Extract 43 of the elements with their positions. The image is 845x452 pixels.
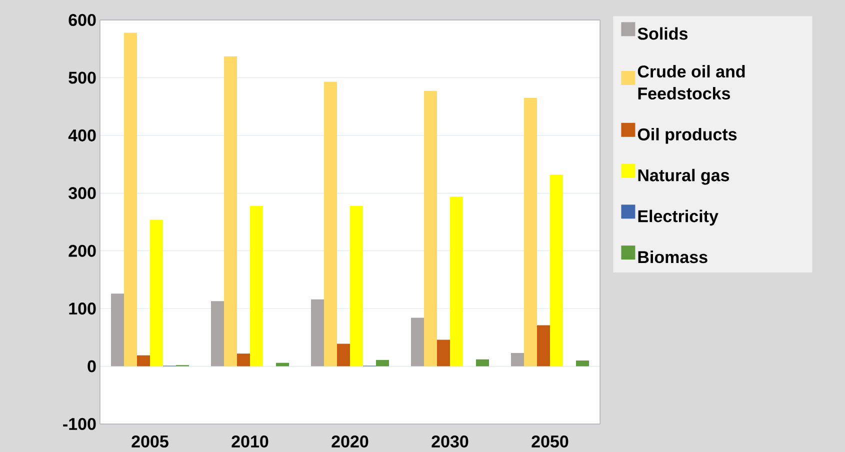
legend-label: Solids (638, 27, 688, 40)
legend-label: Oil products (638, 128, 737, 144)
bar (150, 220, 163, 366)
legend-label: Natural gas (638, 168, 730, 185)
legend-label: Biomass (638, 250, 708, 264)
y-tick-label: 200 (68, 244, 96, 257)
legend-label: Crude oil and Feedstocks (638, 65, 745, 100)
bar (124, 32, 137, 366)
bar (576, 360, 590, 366)
bar (276, 362, 289, 366)
bar (324, 82, 337, 366)
bar (311, 299, 324, 366)
y-tick-label: 100 (69, 302, 96, 315)
bar (550, 174, 563, 366)
bar (511, 353, 524, 366)
bar (237, 354, 250, 366)
bar (111, 294, 124, 366)
x-tick-label: 2010 (232, 436, 268, 448)
y-tick-label: 500 (68, 72, 96, 84)
x-tick-label: 2020 (332, 436, 368, 448)
y-tick-label: 600 (68, 14, 96, 26)
bar (137, 355, 150, 366)
bar (437, 340, 450, 366)
bar (250, 206, 263, 366)
bar (337, 344, 350, 366)
x-tick-label: 2005 (132, 436, 168, 448)
y-tick-label: -100 (63, 418, 96, 430)
y-tick-label: 400 (68, 129, 96, 142)
bar (224, 56, 237, 366)
x-tick-label: 2030 (432, 436, 468, 448)
bar (350, 206, 363, 366)
bar (424, 90, 437, 366)
bar (376, 360, 389, 366)
bar (476, 359, 489, 366)
y-tick-label: 300 (68, 187, 96, 200)
bar (524, 98, 537, 366)
legend-label: Electricity (638, 210, 718, 226)
bar (411, 318, 424, 366)
bar (537, 325, 550, 366)
bar (450, 196, 463, 366)
x-tick-label: 2050 (532, 436, 568, 448)
bar (211, 301, 224, 366)
y-tick-label: 0 (88, 360, 96, 372)
